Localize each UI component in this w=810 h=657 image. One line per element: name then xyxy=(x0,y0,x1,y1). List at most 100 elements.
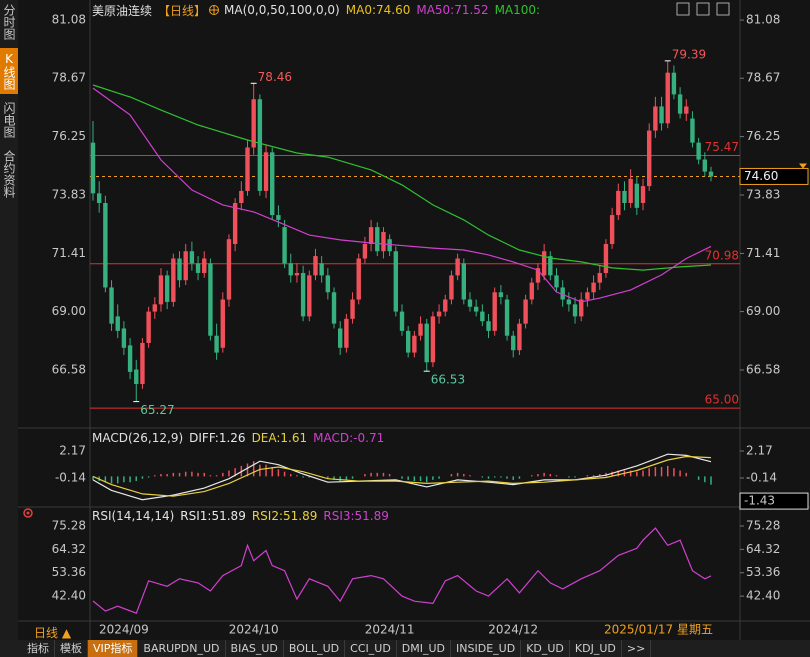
candle-body xyxy=(671,72,677,95)
candle-body xyxy=(331,292,337,324)
x-tick-label: 2024/11 xyxy=(365,623,415,637)
legend-entry: RSI2:51.89 xyxy=(251,509,318,523)
candle-body xyxy=(183,251,188,281)
toolbar-tab[interactable]: VIP指标 xyxy=(88,640,139,657)
candle-body xyxy=(653,106,658,131)
candle-body xyxy=(202,258,207,273)
series-line xyxy=(92,87,712,303)
bottom-toolbar: 指标 模板 VIP指标 BARUPDN_UD BIAS_UD BOLL_UD CCI_UD D… xyxy=(0,640,810,657)
toolbar-tab[interactable]: >> xyxy=(622,640,652,657)
legend-entry: MACD:-0.71 xyxy=(313,431,385,445)
legend-entry: MA50:71.52 xyxy=(416,3,489,17)
candle-body xyxy=(498,292,504,298)
candle-body xyxy=(622,190,627,203)
sidebar-tab[interactable]: 闪电图 xyxy=(2,102,16,138)
candle-body xyxy=(263,152,269,191)
candle-body xyxy=(640,186,646,203)
y-tick-label: -0.14 xyxy=(746,471,777,485)
candle-body xyxy=(387,239,392,252)
price-pointer xyxy=(799,163,807,169)
extreme-label: 78.46 xyxy=(258,70,292,84)
icon[interactable] xyxy=(716,2,730,16)
candle-body xyxy=(208,263,213,336)
candle-body xyxy=(164,275,170,302)
y-tick-label: 81.08 xyxy=(52,13,86,27)
cursor-date: 2025/01/17 星期五 xyxy=(604,623,713,637)
y-tick-label: 76.25 xyxy=(746,129,780,143)
candle-body xyxy=(115,316,120,331)
candle-body xyxy=(486,321,491,331)
candle-body xyxy=(232,202,238,245)
candle-body xyxy=(270,152,275,216)
candle-body xyxy=(467,299,473,307)
candle-body xyxy=(134,369,139,384)
candle-body xyxy=(90,142,96,194)
candle-body xyxy=(177,258,182,281)
toolbar-tab[interactable]: BIAS_UD xyxy=(226,640,284,657)
legend-entry: RSI1:51.89 xyxy=(180,509,246,523)
candle-body xyxy=(109,287,114,324)
toolbar-tab[interactable]: BOLL_UD xyxy=(284,640,346,657)
candle-body xyxy=(566,299,572,305)
level-label: 70.98 xyxy=(705,248,739,262)
candle-body xyxy=(399,311,405,331)
toolbar-tab[interactable]: 模板 xyxy=(55,640,88,657)
icon[interactable] xyxy=(676,2,690,16)
series-line xyxy=(92,455,712,497)
y-tick-label: 75.28 xyxy=(746,518,780,532)
series-line xyxy=(92,453,712,501)
candle-body xyxy=(535,268,541,283)
period-label: 日线 xyxy=(34,626,59,640)
candle-body xyxy=(307,275,312,317)
sidebar-tab[interactable]: 合约资料 xyxy=(2,150,16,198)
toolbar-tab[interactable]: KDJ_UD xyxy=(570,640,622,657)
candle-body xyxy=(189,251,195,264)
icon[interactable] xyxy=(23,508,33,518)
toolbar-tab[interactable]: 指标 xyxy=(22,640,55,657)
sidebar: 分时图 K线图闪电图合约资料 xyxy=(0,0,18,640)
candle-body xyxy=(647,130,652,187)
toolbar-tab[interactable]: DMI_UD xyxy=(397,640,452,657)
toolbar-tab[interactable]: KD_UD xyxy=(521,640,570,657)
candle-body xyxy=(418,323,423,336)
settings-icon[interactable] xyxy=(208,4,220,16)
candle-body xyxy=(609,215,615,245)
period: 【日线】 xyxy=(158,3,207,18)
extreme-label: 66.53 xyxy=(431,373,465,387)
toolbar-tab[interactable]: INSIDE_UD xyxy=(451,640,522,657)
y-tick-label: 69.00 xyxy=(746,304,780,318)
sidebar-tab[interactable]: 分时图 xyxy=(2,4,16,40)
period-button[interactable]: 日线 ▲ xyxy=(34,624,71,641)
series-line xyxy=(92,84,712,271)
icon[interactable] xyxy=(696,2,710,16)
candle-body xyxy=(381,231,386,252)
legend-entry: MA0:74.60 xyxy=(345,3,411,17)
y-tick-label: 73.83 xyxy=(52,188,86,202)
candle-body xyxy=(659,106,664,124)
panel-header: 美原油连续 【日线】 MA(0,0,50,100,0,0) MA0:74.60 MA50… xyxy=(92,2,546,18)
candle-body xyxy=(572,304,578,317)
candle-body xyxy=(350,299,355,319)
sidebar-tab[interactable]: K线图 xyxy=(0,48,18,94)
candle-body xyxy=(634,183,640,208)
toolbar-tab[interactable]: BARUPDN_UD xyxy=(138,640,226,657)
x-tick-label: 2024/10 xyxy=(229,623,279,637)
candle-body xyxy=(338,328,343,348)
extreme-label: 65.27 xyxy=(140,403,174,417)
candle-body xyxy=(597,272,602,283)
candle-body xyxy=(517,323,522,351)
candle-body xyxy=(294,272,300,276)
candle-body xyxy=(430,316,436,363)
arrow-icon: ▲ xyxy=(61,626,72,640)
y-tick-label: 42.40 xyxy=(746,589,780,603)
candle-body xyxy=(276,215,281,220)
y-tick-label: 53.36 xyxy=(52,565,86,579)
candle-body xyxy=(579,299,584,317)
panel-title: RSI(14,14,14) xyxy=(92,509,175,523)
toolbar-tab[interactable]: CCI_UD xyxy=(345,640,397,657)
candle-body xyxy=(368,227,374,245)
y-tick-label: 2.17 xyxy=(59,444,86,458)
candle-body xyxy=(708,171,714,177)
candle-body xyxy=(436,311,442,317)
